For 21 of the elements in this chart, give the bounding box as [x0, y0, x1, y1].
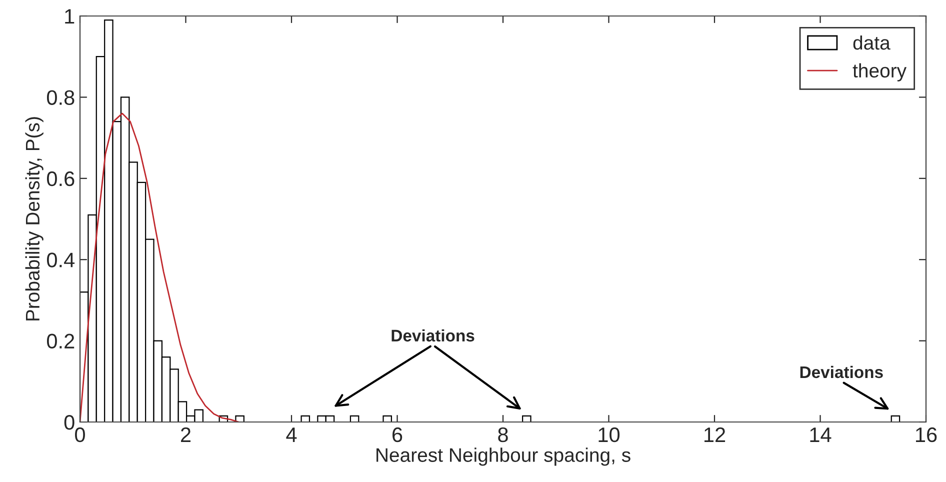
x-tick-label: 4	[286, 428, 297, 442]
legend-label: theory	[852, 63, 907, 82]
x-tick-label: 0	[75, 427, 85, 442]
y-tick-label: 0	[64, 415, 74, 430]
x-tick-label: 6	[392, 427, 402, 442]
y-tick-label: 0.6	[46, 171, 74, 186]
x-tick-label: 10	[598, 427, 620, 442]
x-tick-label: 12	[704, 427, 726, 442]
y-tick-label: 0.4	[46, 252, 75, 268]
y-axis-title: Probability Density, P(s)	[25, 117, 44, 320]
y-tick-label: 0.2	[46, 334, 74, 349]
x-axis-title: Nearest Neighbour spacing, s	[376, 448, 630, 466]
x-tick-label: 2	[181, 427, 190, 442]
y-tick-label: 0.8	[46, 90, 74, 105]
x-tick-label: 14	[810, 428, 832, 442]
annotation: Deviations	[392, 329, 474, 342]
annotation: Deviations	[800, 366, 883, 378]
legend-label: data	[853, 35, 890, 50]
x-tick-label: 8	[498, 427, 508, 442]
x-tick-label: 16	[916, 427, 937, 442]
y-tick-label: 1	[65, 9, 74, 24]
